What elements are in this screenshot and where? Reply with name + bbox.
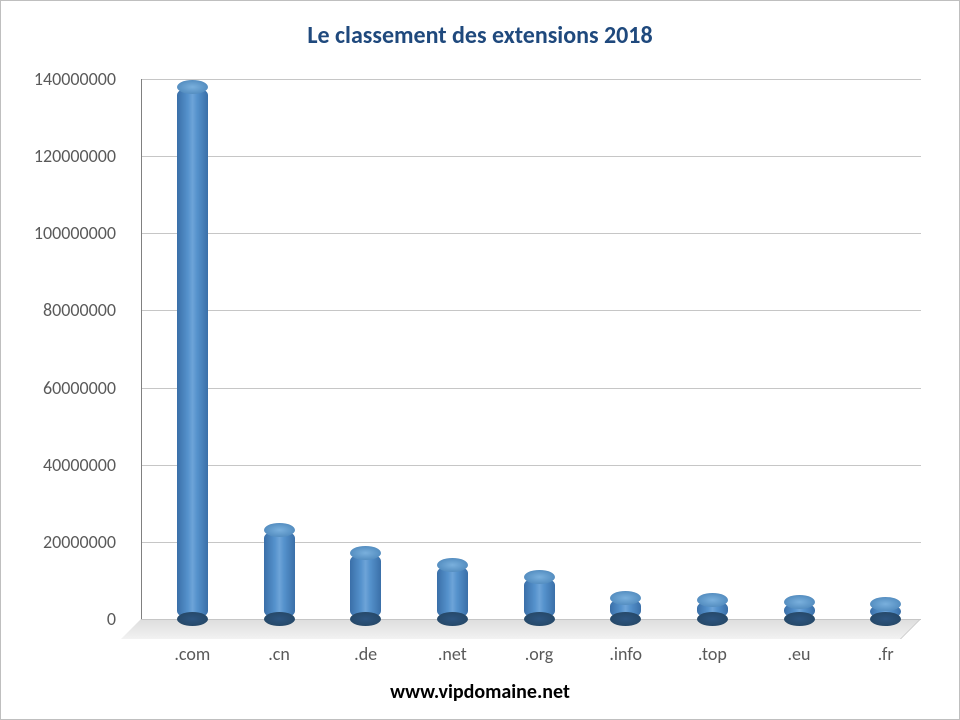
chart-title: Le classement des extensions 2018	[1, 1, 959, 60]
x-tick-label: .com	[174, 643, 210, 665]
bar-top-cap	[437, 558, 468, 572]
bar-com	[177, 87, 208, 619]
bar-bottom-cap	[350, 612, 381, 626]
bar-body	[437, 565, 468, 619]
y-tick-label: 0	[1, 608, 116, 630]
y-tick-label: 140000000	[1, 68, 116, 90]
x-tick-label: .cn	[268, 643, 290, 665]
x-tick-label: .eu	[788, 643, 811, 665]
y-tick-label: 80000000	[1, 299, 116, 321]
bar-de	[350, 553, 381, 619]
bar-body	[524, 577, 555, 619]
bar-body	[350, 553, 381, 619]
bar-top-cap	[697, 593, 728, 607]
bar-bottom-cap	[524, 612, 555, 626]
y-tick-label: 20000000	[1, 531, 116, 553]
bars-group	[141, 79, 921, 619]
x-tick-label: .info	[609, 643, 642, 665]
bar-bottom-cap	[784, 612, 815, 626]
bar-top	[697, 600, 728, 619]
y-tick-label: 40000000	[1, 454, 116, 476]
bar-net	[437, 565, 468, 619]
chart-container: Le classement des extensions 2018 0 20000…	[0, 0, 960, 720]
bar-bottom-cap	[437, 612, 468, 626]
bar-bottom-cap	[264, 612, 295, 626]
bar-cn	[264, 530, 295, 619]
bar-top-cap	[524, 570, 555, 584]
bar-body	[610, 598, 641, 619]
bar-body	[697, 600, 728, 619]
bar-body	[177, 87, 208, 619]
bar-body	[264, 530, 295, 619]
x-tick-label: .net	[438, 643, 467, 665]
bar-body	[870, 604, 901, 619]
footer-label: www.vipdomaine.net	[1, 680, 959, 704]
bar-top-cap	[870, 597, 901, 611]
x-tick-label: .de	[354, 643, 377, 665]
y-tick-label: 120000000	[1, 145, 116, 167]
y-tick-label: 60000000	[1, 377, 116, 399]
x-tick-label: .org	[525, 643, 554, 665]
bar-top-cap	[177, 80, 208, 94]
x-tick-label: .fr	[878, 643, 894, 665]
bar-top-cap	[784, 595, 815, 609]
y-tick-label: 100000000	[1, 222, 116, 244]
bar-bottom-cap	[177, 612, 208, 626]
x-tick-label: .top	[698, 643, 727, 665]
bar-org	[524, 577, 555, 619]
y-axis-labels: 0200000004000000060000000800000001000000…	[1, 79, 116, 619]
x-axis-labels: .com .cn .de .net .org .info .top .eu .fr	[141, 643, 921, 673]
bar-top-cap	[350, 546, 381, 560]
bar-bottom-cap	[697, 612, 728, 626]
bar-bottom-cap	[610, 612, 641, 626]
bar-top-cap	[264, 523, 295, 537]
bar-eu	[784, 602, 815, 619]
bar-body	[784, 602, 815, 619]
bar-fr	[870, 604, 901, 619]
bar-info	[610, 598, 641, 619]
bar-top-cap	[610, 591, 641, 605]
bar-bottom-cap	[870, 612, 901, 626]
